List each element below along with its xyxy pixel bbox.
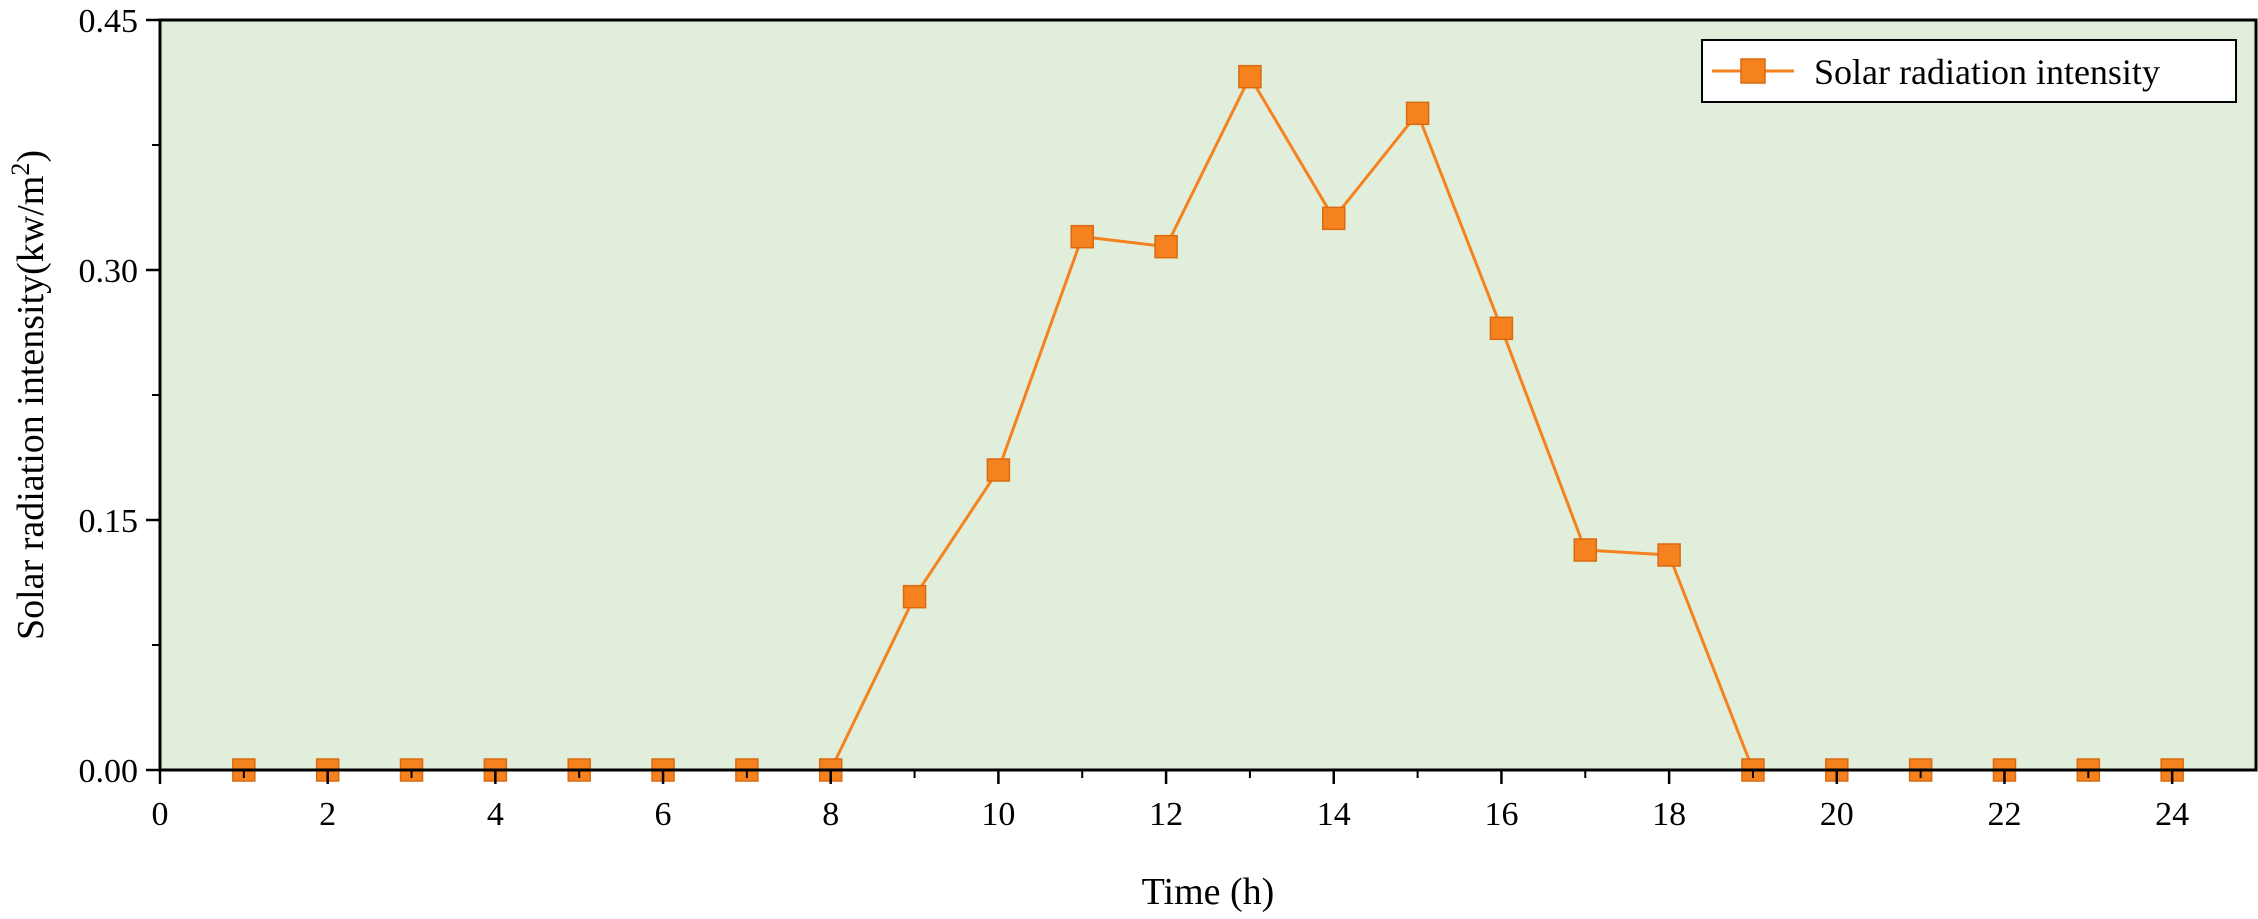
y-axis-title-suffix: ): [10, 150, 52, 163]
legend-marker-sample: [1740, 58, 1766, 84]
legend: Solar radiation intensity: [1701, 39, 2237, 103]
x-tick-label: 14: [1317, 796, 1351, 833]
plot-frame: [158, 18, 2258, 772]
data-point: [1322, 206, 1346, 231]
data-point: [902, 584, 927, 609]
y-axis-title-superscript: 2: [6, 163, 35, 176]
data-point: [1154, 234, 1178, 259]
y-axis: 0.00 0.15 0.30 0.45: [79, 3, 160, 790]
x-tick-label: 8: [822, 796, 839, 833]
y-tick-label: 0.30: [79, 253, 139, 290]
data-point: [1573, 538, 1598, 562]
x-axis-title: Time (h): [1142, 871, 1275, 913]
x-tick-label: 10: [981, 796, 1015, 833]
data-point: [986, 458, 1011, 482]
plot-background: [160, 20, 2256, 770]
y-tick-label: 0.15: [79, 503, 139, 540]
x-tick-label: 16: [1484, 796, 1518, 833]
data-point: [1070, 224, 1094, 249]
legend-label: Solar radiation intensity: [1814, 52, 2160, 92]
y-axis-title: Solar radiation intensity(kw/m2): [6, 150, 53, 640]
data-point: [1489, 316, 1514, 341]
x-tick-label: 22: [1987, 796, 2021, 833]
y-axis-title-main: Solar radiation intensity(kw/m: [10, 176, 52, 640]
y-tick-label: 0.45: [79, 3, 139, 40]
y-tick-label: 0.00: [79, 753, 139, 790]
x-tick-label: 12: [1149, 796, 1183, 833]
x-axis: 0 2 4 6 8 10 12 14 16 18 20 22 24: [152, 770, 2189, 833]
x-tick-label: 2: [319, 796, 336, 833]
x-tick-label: 18: [1652, 796, 1686, 833]
data-point: [1238, 64, 1262, 89]
x-tick-label: 24: [2155, 796, 2189, 833]
x-tick-label: 6: [655, 796, 672, 833]
data-point: [1657, 543, 1681, 567]
x-tick-label: 0: [152, 796, 169, 833]
x-tick-label: 4: [487, 796, 504, 833]
data-point: [1405, 101, 1430, 126]
x-tick-label: 20: [1820, 796, 1854, 833]
